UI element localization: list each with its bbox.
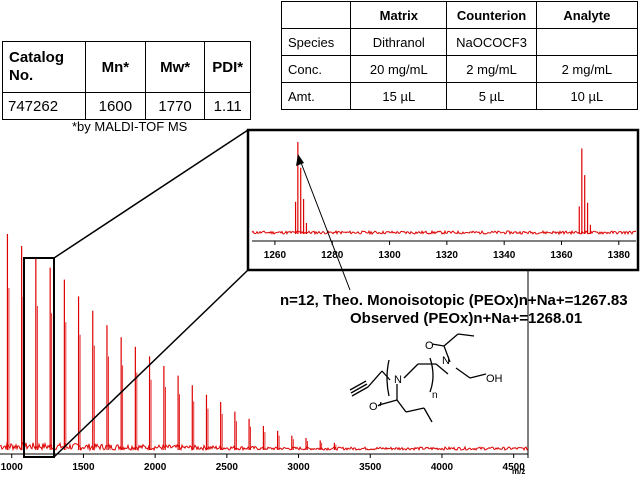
main-tick-label-6: 4000 <box>431 462 454 473</box>
inset-noise <box>251 229 637 236</box>
main-tick-label-0: 1000 <box>1 462 24 473</box>
inset-tick-label-2: 1300 <box>378 250 401 261</box>
cell-species-analyte <box>535 28 639 56</box>
main-tick-label-5: 3500 <box>359 462 382 473</box>
structure-oh: OH <box>486 373 503 385</box>
structure-atom-n1: N <box>394 374 402 386</box>
mn-header: Mn* <box>85 41 146 93</box>
structure-atom-o1: O <box>425 340 434 352</box>
sample-header-2: Counterion <box>446 1 537 29</box>
main-tick-label-2: 2000 <box>144 462 167 473</box>
inset-tick-label-6: 1380 <box>608 250 631 261</box>
zoom-selection-box <box>23 257 55 458</box>
cell-amt-analyte: 10 µL <box>535 82 639 110</box>
inset-tick-label-5: 1360 <box>550 250 573 261</box>
zoom-connector-bottom <box>53 269 249 458</box>
inset-tick-label-0: 1260 <box>264 250 287 261</box>
sample-header-3: Analyte <box>535 1 639 29</box>
main-ticks: 1000 1500 2000 2500 3000 3500 4000 4500 <box>1 454 526 473</box>
main-x-axis-label: m/z <box>512 467 525 476</box>
main-tick-label-7: 4500 <box>503 462 526 473</box>
main-peaks <box>6 234 337 450</box>
annotation-arrow-head <box>296 154 304 166</box>
annotation-theoretical: n=12, Theo. Monoisotopic (PEOx)n+Na+=126… <box>280 292 628 309</box>
structure-atom-o2: O <box>369 401 378 413</box>
catalog-header: Catalog No. <box>2 41 86 93</box>
inset-tick-label-4: 1340 <box>493 250 516 261</box>
inset-ticks: 1260 1280 1300 1320 1340 1360 1380 <box>264 241 631 261</box>
inset-frame <box>246 128 640 272</box>
catalog-table: Catalog No. Mn* Mw* PDI* 747262 1600 177… <box>2 41 251 120</box>
structure-subscript-n: n <box>432 390 438 401</box>
footnote: *by MALDI-TOF MS <box>72 119 188 134</box>
mw-header: Mw* <box>144 41 206 93</box>
annotation-line1-text: n=12, Theo. Monoisotopic (PEOx)n+Na+=126… <box>280 292 628 309</box>
main-tick-label-4: 3000 <box>287 462 310 473</box>
cell-species-counterion: NaOCOCF3 <box>446 28 537 56</box>
inset-tick-label-1: 1280 <box>321 250 344 261</box>
annotation-arrow-line <box>299 159 351 291</box>
main-tick-label-1: 1500 <box>72 462 95 473</box>
cell-conc-label: Conc. <box>280 55 352 83</box>
sample-table: Matrix Counterion Analyte Species Dithra… <box>280 1 639 110</box>
zoom-connector-top <box>53 129 249 259</box>
mw-cell: 1770 <box>144 92 206 120</box>
annotation-observed: Observed (PEOx)n+Na+=1268.01 <box>350 310 582 327</box>
cell-amt-matrix: 15 µL <box>350 82 448 110</box>
cell-conc-analyte: 2 mg/mL <box>535 55 639 83</box>
inset-tick-label-3: 1320 <box>436 250 459 261</box>
structure-atom-n2: N <box>442 355 450 367</box>
mn-cell: 1600 <box>85 92 146 120</box>
pdi-cell: 1.11 <box>204 92 251 120</box>
peox-structure-drawing <box>349 333 487 423</box>
catalog-cell: 747262 <box>2 92 86 120</box>
cell-amt-label: Amt. <box>280 82 352 110</box>
cell-species-matrix: Dithranol <box>350 28 448 56</box>
sample-header-1: Matrix <box>350 1 448 29</box>
pdi-header: PDI* <box>204 41 251 93</box>
main-tick-label-3: 2500 <box>216 462 239 473</box>
annotation-line2-text: Observed (PEOx)n+Na+=1268.01 <box>350 310 583 327</box>
inset-noise-trace <box>251 229 637 236</box>
